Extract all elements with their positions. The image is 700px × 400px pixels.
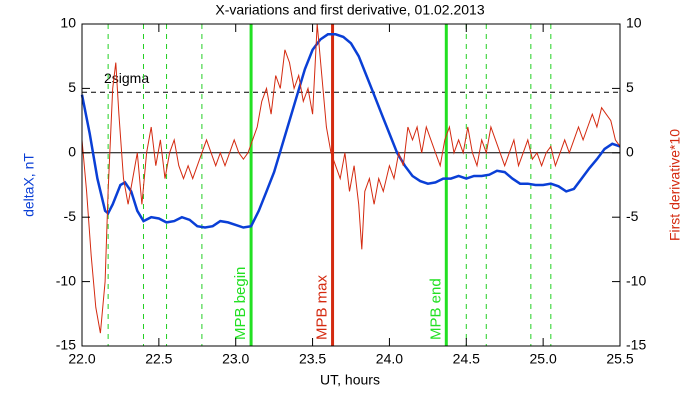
plot-frame [81, 23, 621, 347]
data-line [81, 23, 621, 334]
y-axis-label: deltaX, nT [21, 153, 37, 217]
reference-label: 2sigma [104, 70, 149, 86]
y-tick-label: 10 [60, 15, 76, 31]
x-tick-label: 22.0 [68, 351, 95, 367]
x-tick-label: 24.0 [376, 351, 403, 367]
x-tick-label: 25.5 [606, 351, 633, 367]
data-line [80, 33, 621, 229]
y-tick-label: -15 [56, 337, 76, 353]
y2-tick-label: 0 [626, 144, 634, 160]
marker-label: MPB end [427, 278, 444, 340]
y2-tick-label: 10 [626, 15, 642, 31]
marker-label: MPB begin [232, 267, 249, 340]
x-tick-label: 25.0 [530, 351, 557, 367]
y2-tick-label: -15 [626, 337, 646, 353]
chart-title: X-variations and first derivative, 01.02… [215, 2, 484, 18]
y-tick-label: -5 [64, 208, 77, 224]
y2-tick-label: -10 [626, 272, 646, 288]
marker-label: MPB max [314, 274, 331, 340]
y2-tick-label: -5 [626, 208, 639, 224]
x-tick-label: 24.5 [453, 351, 480, 367]
y2-axis-label: First derivative*10 [667, 129, 683, 241]
y-tick-label: 0 [68, 144, 76, 160]
y-tick-label: -10 [56, 272, 76, 288]
y2-tick-label: 5 [626, 79, 634, 95]
x-tick-label: 23.5 [299, 351, 326, 367]
y-tick-label: 5 [68, 79, 76, 95]
x-axis-label: UT, hours [320, 372, 380, 388]
x-tick-label: 22.5 [145, 351, 172, 367]
x-tick-label: 23.0 [222, 351, 249, 367]
